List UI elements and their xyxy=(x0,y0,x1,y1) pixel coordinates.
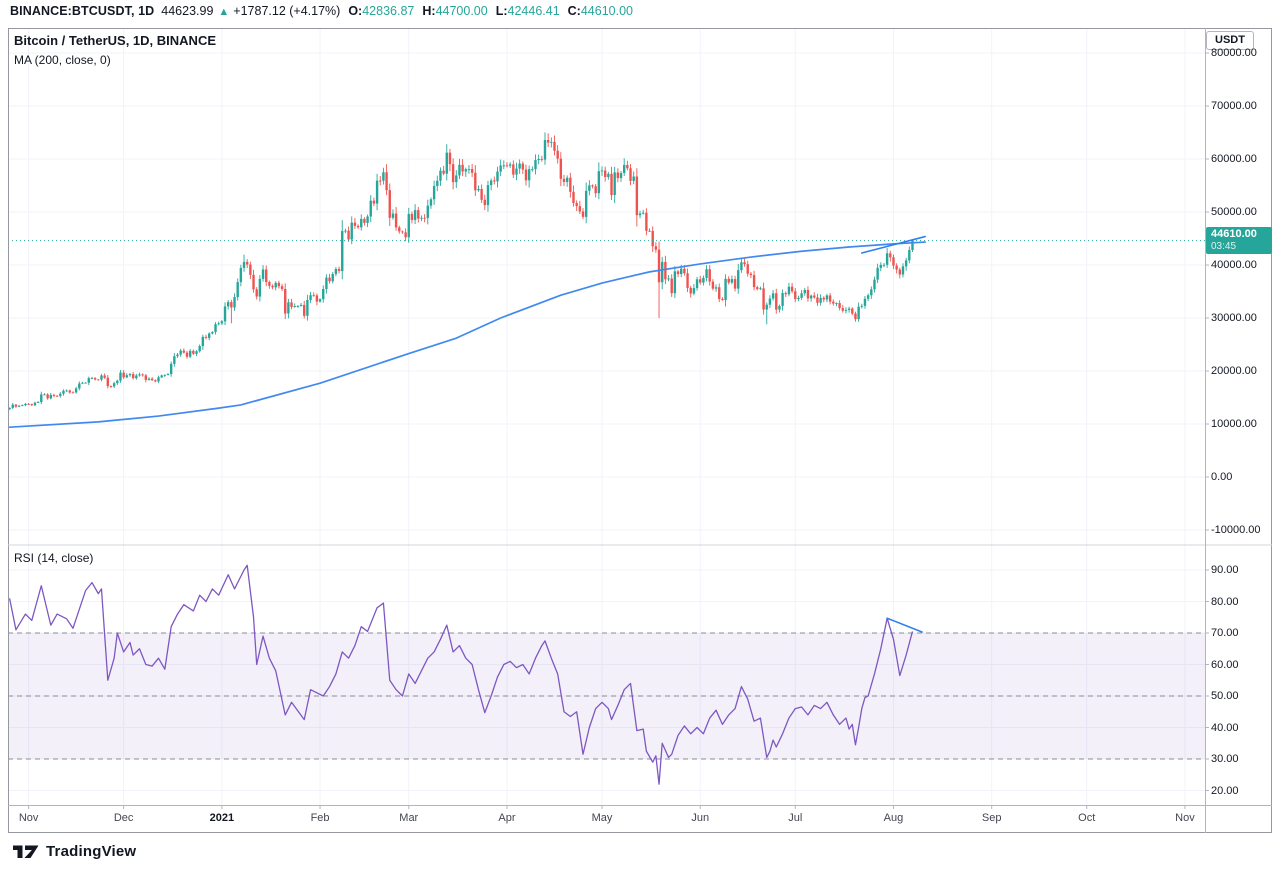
rsi-tick-label: 30.00 xyxy=(1211,753,1239,765)
ma200-line xyxy=(8,241,927,429)
price-tick-label: 0.00 xyxy=(1211,471,1233,483)
time-axis-label: Dec xyxy=(113,812,134,824)
tradingview-logo-icon xyxy=(13,845,39,858)
price-tick-label: -10000.00 xyxy=(1211,524,1261,536)
price-change: +1787.12 (+4.17%) xyxy=(233,4,341,18)
rsi-tick-label: 50.00 xyxy=(1211,690,1239,702)
price-tick-label: 40000.00 xyxy=(1211,259,1257,271)
rsi-trendline xyxy=(886,617,923,633)
tradingview-logo-text: TradingView xyxy=(46,843,137,860)
rsi-indicator-legend[interactable]: RSI (14, close) xyxy=(14,551,94,565)
symbol-legend[interactable]: Bitcoin / TetherUS, 1D, BINANCE xyxy=(14,33,217,48)
ohlc-readout-bar[interactable]: BINANCE:BTCUSDT, 1D 44623.99 ▲ +1787.12 (+4… xyxy=(10,4,633,22)
time-axis-label: May xyxy=(591,812,613,824)
price-pane-legend: Bitcoin / TetherUS, 1D, BINANCE MA (200,… xyxy=(14,33,216,67)
current-price-badge[interactable]: 44610.00 03:45 xyxy=(1206,227,1272,255)
rsi-tick-label: 70.00 xyxy=(1211,627,1239,639)
currency-toggle-button[interactable]: USDT xyxy=(1206,31,1254,50)
rsi-tick-label: 90.00 xyxy=(1211,564,1239,576)
price-tick-label: 60000.00 xyxy=(1211,153,1257,165)
time-axis-label: Feb xyxy=(310,812,330,824)
price-tick-label: 70000.00 xyxy=(1211,100,1257,112)
up-arrow-icon: ▲ xyxy=(218,6,230,18)
rsi-tick-label: 60.00 xyxy=(1211,658,1239,671)
time-axis-label: Jun xyxy=(691,812,710,824)
time-axis-label: Nov xyxy=(1175,812,1195,824)
badge-countdown: 03:45 xyxy=(1211,241,1237,253)
rsi-tick-label: 40.00 xyxy=(1211,721,1239,734)
time-axis-label: Nov xyxy=(18,812,39,824)
high-readout: H:44700.00 xyxy=(422,4,488,18)
tradingview-logo[interactable]: TradingView xyxy=(12,843,136,860)
price-tick-label: 30000.00 xyxy=(1211,312,1257,324)
time-axis-label: Aug xyxy=(883,812,904,824)
time-axis-label: Sep xyxy=(981,812,1002,824)
price-tick-label: 50000.00 xyxy=(1211,206,1257,218)
chart-frame-border xyxy=(8,28,1272,833)
time-axis-label: Jul xyxy=(788,812,803,824)
symbol-name: BINANCE:BTCUSDT, 1D xyxy=(10,4,155,18)
time-axis-label: 2021 xyxy=(209,812,235,824)
low-readout: L:42446.41 xyxy=(495,4,560,18)
price-tick-label: 20000.00 xyxy=(1211,365,1257,377)
close-readout: C:44610.00 xyxy=(567,4,633,18)
rsi-line xyxy=(8,564,914,785)
time-axis-label: Oct xyxy=(1078,812,1096,824)
rsi-tick-label: 20.00 xyxy=(1211,784,1239,797)
rsi-tick-label: 80.00 xyxy=(1211,595,1239,608)
candlestick-series xyxy=(8,132,914,410)
badge-price: 44610.00 xyxy=(1211,228,1257,241)
price-tick-label: 80000.00 xyxy=(1211,47,1257,59)
price-tick-label: 10000.00 xyxy=(1211,418,1257,430)
price-trendline xyxy=(860,235,926,254)
time-axis-label: Apr xyxy=(498,812,516,824)
time-axis-label: Mar xyxy=(399,812,419,824)
last-price: 44623.99 xyxy=(161,4,214,18)
open-readout: O:42836.87 xyxy=(348,4,415,18)
ma-indicator-legend[interactable]: MA (200, close, 0) xyxy=(14,53,111,67)
